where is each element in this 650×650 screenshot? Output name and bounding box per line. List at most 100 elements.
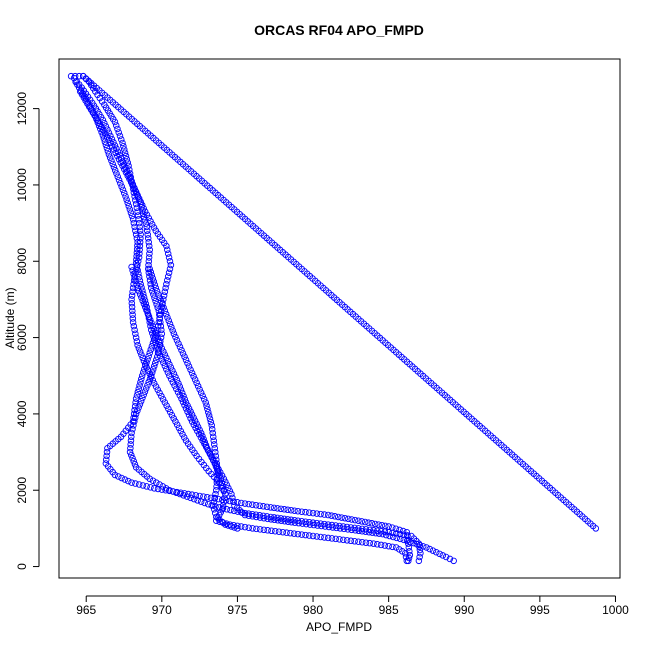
data-point bbox=[442, 553, 450, 561]
data-point bbox=[110, 146, 118, 153]
data-point bbox=[133, 281, 140, 288]
data-point bbox=[119, 139, 126, 147]
data-point bbox=[200, 493, 207, 500]
data-point bbox=[405, 554, 413, 562]
data-point bbox=[182, 356, 190, 364]
data-point bbox=[172, 373, 179, 381]
data-point bbox=[115, 473, 122, 480]
data-point bbox=[138, 375, 145, 383]
data-point bbox=[333, 524, 340, 532]
data-point bbox=[216, 518, 223, 525]
data-point bbox=[131, 185, 138, 192]
data-point bbox=[210, 437, 217, 444]
data-point bbox=[134, 208, 141, 215]
data-point bbox=[211, 494, 218, 502]
data-point bbox=[141, 388, 149, 395]
data-point bbox=[417, 549, 424, 557]
data-point bbox=[162, 486, 169, 494]
data-point bbox=[220, 486, 228, 494]
data-point bbox=[234, 522, 241, 530]
data-point bbox=[245, 512, 253, 519]
data-point bbox=[147, 484, 154, 491]
data-point bbox=[302, 531, 309, 539]
data-point bbox=[135, 273, 143, 281]
data-point bbox=[405, 544, 413, 551]
data-point bbox=[157, 352, 164, 360]
data-point bbox=[114, 152, 121, 160]
data-point bbox=[196, 492, 203, 500]
data-point bbox=[127, 445, 134, 452]
data-point bbox=[177, 489, 184, 497]
data-point bbox=[187, 366, 194, 374]
data-point bbox=[147, 268, 154, 276]
data-point bbox=[128, 303, 136, 311]
data-point bbox=[151, 281, 159, 289]
data-point bbox=[134, 192, 141, 199]
data-point bbox=[405, 540, 412, 547]
data-point bbox=[179, 431, 186, 438]
data-point bbox=[148, 319, 155, 327]
data-point bbox=[136, 227, 144, 234]
data-point bbox=[306, 532, 313, 539]
data-point bbox=[125, 202, 133, 210]
data-point bbox=[345, 515, 352, 523]
x-tick-label: 980 bbox=[303, 603, 323, 617]
data-point bbox=[182, 399, 190, 406]
data-point bbox=[355, 527, 363, 535]
data-point bbox=[127, 178, 135, 186]
data-point bbox=[426, 545, 433, 553]
data-point bbox=[138, 372, 146, 379]
data-point bbox=[140, 205, 147, 212]
data-point bbox=[253, 513, 260, 521]
data-point bbox=[416, 546, 424, 554]
data-point bbox=[185, 363, 193, 370]
data-point bbox=[181, 353, 188, 360]
data-point bbox=[313, 533, 321, 540]
data-point bbox=[228, 490, 235, 498]
data-point bbox=[381, 542, 389, 549]
data-point bbox=[129, 216, 137, 223]
data-point bbox=[343, 537, 351, 544]
data-point bbox=[115, 156, 123, 163]
y-tick-label: 2000 bbox=[15, 477, 29, 504]
y-axis-label: Altitude (m) bbox=[3, 287, 17, 348]
data-point bbox=[369, 529, 376, 536]
data-point bbox=[108, 135, 116, 143]
data-point bbox=[396, 535, 404, 543]
data-point bbox=[309, 532, 317, 540]
data-point bbox=[219, 496, 226, 504]
data-point bbox=[179, 350, 187, 357]
data-point bbox=[218, 479, 226, 486]
data-point bbox=[393, 534, 400, 542]
data-point bbox=[433, 548, 440, 556]
data-point bbox=[321, 511, 328, 518]
data-point bbox=[180, 434, 188, 441]
data-point bbox=[184, 408, 191, 415]
data-point bbox=[98, 123, 105, 131]
data-point bbox=[338, 514, 345, 521]
data-point bbox=[185, 490, 192, 498]
data-point bbox=[140, 391, 147, 399]
data-point bbox=[168, 411, 176, 419]
data-point bbox=[389, 543, 396, 551]
data-point bbox=[137, 198, 144, 206]
data-point bbox=[152, 284, 160, 292]
data-point bbox=[176, 343, 184, 351]
data-point bbox=[170, 330, 178, 338]
data-point bbox=[164, 314, 171, 321]
data-point bbox=[226, 521, 234, 528]
data-point bbox=[124, 199, 131, 207]
data-point bbox=[310, 521, 318, 529]
data-point bbox=[130, 322, 138, 330]
data-point bbox=[129, 454, 136, 462]
data-point bbox=[136, 223, 143, 231]
data-point bbox=[146, 375, 154, 383]
data-point bbox=[128, 451, 135, 459]
data-point bbox=[295, 519, 302, 527]
data-point bbox=[190, 373, 197, 380]
data-point bbox=[306, 509, 313, 516]
data-point bbox=[375, 530, 383, 537]
data-point bbox=[260, 514, 268, 522]
data-point bbox=[128, 212, 136, 220]
data-point bbox=[166, 408, 174, 416]
